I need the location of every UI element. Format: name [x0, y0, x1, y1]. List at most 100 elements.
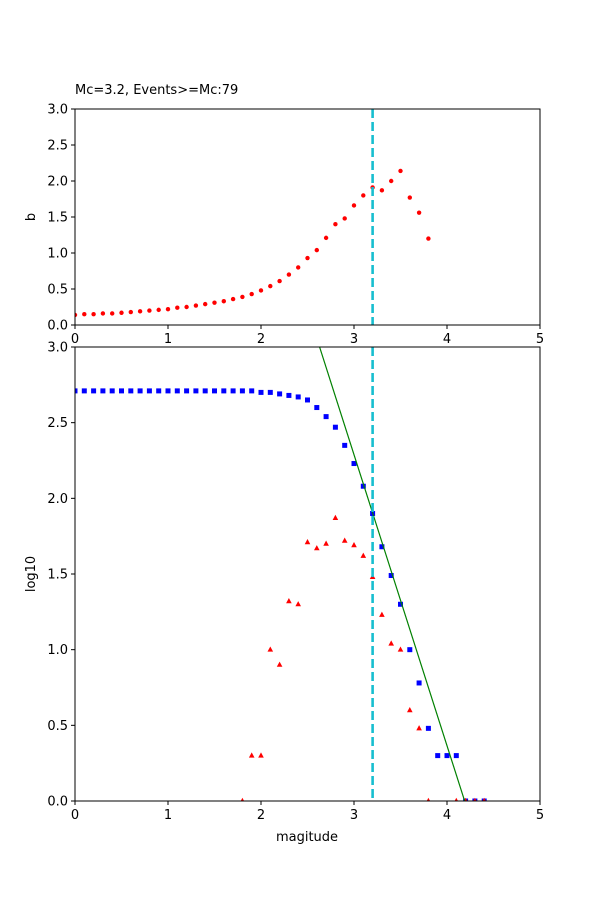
cumulative-count-point: [184, 388, 190, 394]
cumulative-count-point: [332, 424, 338, 430]
top-y-tick-label: 1.5: [47, 211, 68, 226]
bottom-x-tick-label: 4: [443, 808, 451, 823]
b-value-point: [91, 312, 96, 317]
noncumulative-count-point: [416, 725, 422, 731]
b-value-point: [305, 255, 310, 261]
b-value-point: [128, 309, 133, 315]
noncumulative-count-point: [482, 797, 486, 801]
b-value-point: [268, 283, 273, 289]
cumulative-count-point: [156, 388, 162, 394]
b-value-point: [333, 222, 338, 227]
noncumulative-count-point: [258, 752, 264, 758]
noncumulative-count-point: [379, 611, 385, 617]
cumulative-count-point: [91, 388, 97, 394]
cumulative-count-point: [305, 397, 310, 403]
bottom-y-tick-label: 1.0: [47, 643, 68, 658]
noncumulative-count-point: [341, 537, 348, 543]
noncumulative-count-point: [248, 752, 255, 758]
cumulative-count-point: [137, 388, 143, 394]
noncumulative-count-point: [360, 552, 367, 558]
top-plot-title: Mc=3.2, Events>=Mc:79: [75, 83, 238, 98]
cumulative-count-point: [239, 388, 245, 394]
bottom-plot-frame: [74, 346, 541, 802]
gutenberg-richter-fit-line: [319, 347, 466, 801]
cumulative-count-point: [109, 388, 115, 394]
bottom-y-tick-label: 3.0: [47, 341, 68, 356]
cumulative-count-point: [314, 405, 320, 411]
cumulative-count-point: [258, 389, 264, 395]
cumulative-count-point: [295, 394, 301, 400]
cumulative-count-point: [202, 388, 208, 394]
noncumulative-count-point: [314, 545, 320, 551]
b-value-point: [184, 304, 189, 310]
b-value-point: [75, 312, 78, 318]
b-value-point: [379, 188, 385, 193]
cumulative-count-point: [444, 753, 450, 759]
bottom-y-tick-label: 0.0: [47, 795, 68, 810]
cumulative-count-point: [407, 647, 413, 653]
bottom-plot-marks: [75, 347, 487, 801]
cumulative-count-point: [165, 388, 171, 394]
noncumulative-count-point: [454, 797, 459, 801]
top-plot-ticks: 0 1 2 3 4 5 0.0 0.5 1.0 1.5 2.0 2.5 3.0: [47, 103, 544, 348]
b-value-point: [426, 236, 431, 241]
noncumulative-count-point: [407, 707, 413, 713]
noncumulative-count-point: [332, 514, 339, 521]
noncumulative-count-point: [397, 646, 404, 652]
cumulative-count-point: [119, 388, 124, 394]
b-value-point: [258, 288, 264, 293]
b-value-point: [277, 278, 282, 284]
b-value-point: [361, 193, 366, 198]
noncumulative-count-point: [473, 797, 477, 801]
bottom-y-tick-label: 1.5: [47, 568, 68, 583]
b-value-point: [203, 301, 208, 307]
bottom-x-tick-label: 3: [350, 808, 358, 823]
cumulative-count-point: [388, 573, 394, 579]
b-value-point: [156, 307, 161, 313]
b-value-point: [398, 168, 403, 174]
cumulative-count-point: [351, 461, 357, 467]
cumulative-count-point: [416, 680, 422, 686]
b-value-point: [137, 309, 143, 314]
top-y-axis-label: b: [24, 213, 39, 221]
b-value-point: [323, 235, 329, 241]
cumulative-count-point: [425, 725, 431, 731]
b-value-point: [407, 195, 412, 200]
cumulative-count-point: [75, 388, 78, 394]
bottom-y-tick-label: 2.5: [47, 416, 68, 431]
bottom-y-tick-label: 2.0: [47, 492, 68, 507]
top-x-tick-label: 4: [443, 332, 451, 347]
cumulative-count-point: [193, 388, 199, 394]
b-value-point: [82, 312, 87, 317]
cumulative-count-point: [277, 391, 283, 397]
noncumulative-count-point: [323, 540, 329, 546]
cumulative-count-point: [323, 414, 329, 420]
noncumulative-count-point: [276, 661, 283, 667]
top-x-tick-label: 5: [536, 332, 544, 347]
bottom-x-tick-label: 5: [536, 808, 544, 823]
cumulative-count-point: [81, 388, 87, 394]
top-x-tick-label: 1: [164, 332, 172, 347]
noncumulative-count-point: [267, 646, 274, 652]
cumulative-count-point: [146, 388, 152, 394]
noncumulative-count-point: [240, 797, 245, 801]
cumulative-count-point: [267, 389, 273, 395]
bottom-plot-ticks: 0 1 2 3 4 5 0.0 0.5 1.0 1.5 2.0 2.5 3.0: [47, 341, 544, 824]
b-value-point: [147, 308, 152, 313]
bottom-x-tick-label: 1: [164, 808, 172, 823]
b-value-point: [230, 296, 236, 302]
b-value-point: [249, 291, 254, 297]
cumulative-count-point: [398, 601, 403, 607]
cumulative-count-point: [212, 388, 217, 394]
top-y-tick-label: 3.0: [47, 103, 68, 118]
top-x-tick-label: 3: [350, 332, 358, 347]
top-x-tick-label: 2: [257, 332, 265, 347]
b-value-point: [351, 203, 357, 208]
b-value-point: [100, 311, 106, 316]
top-y-tick-label: 0.0: [47, 319, 68, 334]
noncumulative-count-point: [286, 598, 292, 604]
b-value-point: [296, 265, 301, 270]
frequency-magnitude-panel: log10 magitude 0 1 2 3 4 5 0.0 0.5 1.0 1.5 2.0 2.5 3…: [24, 341, 544, 846]
b-value-point: [314, 247, 319, 253]
noncumulative-count-point: [388, 640, 394, 646]
